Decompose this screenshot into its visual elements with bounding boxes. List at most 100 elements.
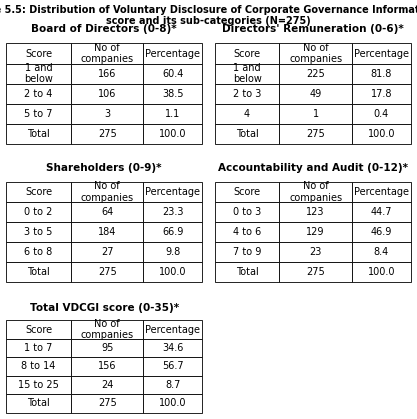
Text: 8.4: 8.4 — [374, 247, 389, 257]
Text: 5 to 7: 5 to 7 — [24, 109, 53, 119]
Bar — [6, 394, 71, 413]
Bar — [71, 64, 143, 84]
Text: 275: 275 — [98, 398, 117, 409]
Text: 275: 275 — [98, 129, 117, 139]
Bar — [143, 262, 202, 282]
Text: 0.4: 0.4 — [374, 109, 389, 119]
Bar — [143, 124, 202, 144]
Bar — [279, 104, 352, 124]
Bar — [352, 104, 411, 124]
Text: No of
companies: No of companies — [289, 43, 342, 64]
Bar — [279, 202, 352, 222]
Bar — [71, 44, 143, 64]
Bar — [71, 394, 143, 413]
Text: Total: Total — [236, 267, 259, 277]
Bar — [71, 376, 143, 394]
Bar — [71, 182, 143, 202]
Bar — [215, 64, 279, 84]
Bar — [6, 124, 71, 144]
Bar — [215, 242, 279, 262]
Bar — [143, 376, 202, 394]
Bar — [352, 124, 411, 144]
Bar — [352, 202, 411, 222]
Text: Total: Total — [27, 398, 50, 409]
Bar — [6, 321, 71, 339]
Bar — [352, 262, 411, 282]
Bar — [143, 242, 202, 262]
Bar — [215, 262, 279, 282]
Text: Score: Score — [25, 325, 52, 334]
Text: 95: 95 — [101, 343, 113, 353]
Text: 1 and
below: 1 and below — [24, 63, 53, 85]
Text: Table 5.5: Distribution of Voluntary Disclosure of Corporate Governance Informat: Table 5.5: Distribution of Voluntary Dis… — [0, 5, 417, 16]
Text: 0 to 2: 0 to 2 — [25, 207, 53, 217]
Text: 1.1: 1.1 — [165, 109, 181, 119]
Bar — [352, 64, 411, 84]
Bar — [279, 222, 352, 242]
Bar — [143, 339, 202, 357]
Text: 7 to 9: 7 to 9 — [233, 247, 261, 257]
Text: Total: Total — [236, 129, 259, 139]
Text: 1: 1 — [313, 109, 319, 119]
Text: 66.9: 66.9 — [162, 227, 183, 237]
Bar — [71, 321, 143, 339]
Text: Score: Score — [234, 49, 261, 59]
Bar — [279, 64, 352, 84]
Bar — [6, 104, 71, 124]
Text: No of
companies: No of companies — [80, 319, 134, 340]
Bar — [6, 376, 71, 394]
Bar — [352, 242, 411, 262]
Bar — [143, 64, 202, 84]
Text: 184: 184 — [98, 227, 116, 237]
Text: Percentage: Percentage — [146, 325, 200, 334]
Text: Score: Score — [25, 187, 52, 197]
Text: Score: Score — [234, 187, 261, 197]
Text: 100.0: 100.0 — [159, 398, 186, 409]
Text: 106: 106 — [98, 89, 116, 99]
Bar — [352, 44, 411, 64]
Bar — [6, 64, 71, 84]
Text: 27: 27 — [101, 247, 113, 257]
Bar — [143, 84, 202, 104]
Bar — [279, 262, 352, 282]
Text: 23.3: 23.3 — [162, 207, 183, 217]
Bar — [6, 242, 71, 262]
Text: 156: 156 — [98, 362, 116, 372]
Text: 3 to 5: 3 to 5 — [25, 227, 53, 237]
Text: 34.6: 34.6 — [162, 343, 183, 353]
Text: 166: 166 — [98, 69, 116, 79]
Text: Accountability and Audit (0-12)*: Accountability and Audit (0-12)* — [218, 163, 408, 173]
Text: Total VDCGI score (0-35)*: Total VDCGI score (0-35)* — [30, 303, 179, 313]
Text: 4 to 6: 4 to 6 — [233, 227, 261, 237]
Text: Percentage: Percentage — [146, 187, 200, 197]
Bar — [279, 124, 352, 144]
Text: 100.0: 100.0 — [159, 129, 186, 139]
Bar — [215, 202, 279, 222]
Text: Percentage: Percentage — [146, 49, 200, 59]
Text: 49: 49 — [309, 89, 322, 99]
Text: 24: 24 — [101, 380, 113, 390]
Text: 8.7: 8.7 — [165, 380, 181, 390]
Bar — [71, 202, 143, 222]
Bar — [279, 84, 352, 104]
Bar — [71, 124, 143, 144]
Bar — [143, 394, 202, 413]
Text: 2 to 4: 2 to 4 — [25, 89, 53, 99]
Text: Percentage: Percentage — [354, 187, 409, 197]
Text: 8 to 14: 8 to 14 — [21, 362, 56, 372]
Text: 2 to 3: 2 to 3 — [233, 89, 261, 99]
Bar — [352, 182, 411, 202]
Bar — [6, 222, 71, 242]
Text: 38.5: 38.5 — [162, 89, 183, 99]
Text: 1 to 7: 1 to 7 — [25, 343, 53, 353]
Text: 275: 275 — [306, 267, 325, 277]
Text: 44.7: 44.7 — [371, 207, 392, 217]
Text: Total: Total — [27, 267, 50, 277]
Bar — [279, 182, 352, 202]
Text: 123: 123 — [306, 207, 325, 217]
Text: 3: 3 — [104, 109, 110, 119]
Bar — [71, 242, 143, 262]
Text: No of
companies: No of companies — [289, 181, 342, 202]
Text: 6 to 8: 6 to 8 — [25, 247, 53, 257]
Bar — [143, 104, 202, 124]
